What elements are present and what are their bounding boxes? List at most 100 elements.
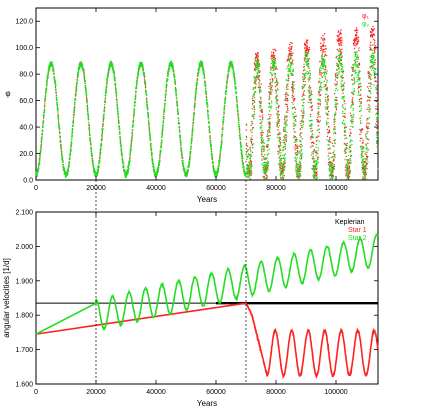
data-point: [277, 119, 280, 121]
data-point: [129, 152, 132, 154]
data-point: [328, 161, 330, 164]
data-point: [275, 95, 278, 98]
data-point: [297, 169, 299, 172]
data-point: [261, 132, 263, 134]
data-point: [353, 83, 356, 85]
data-point: [103, 113, 105, 116]
data-point: [54, 81, 57, 83]
data-point: [349, 135, 351, 138]
data-point: [335, 74, 337, 77]
data-point: [326, 96, 329, 98]
data-point: [132, 123, 135, 126]
data-point: [83, 77, 86, 80]
data-point: [311, 152, 313, 154]
data-point: [72, 116, 75, 119]
data-point: [253, 101, 256, 103]
data-point: [319, 85, 322, 88]
data-point: [206, 103, 209, 106]
data-point: [269, 69, 272, 71]
data-point: [352, 116, 354, 119]
data-point: [254, 86, 257, 88]
data-point: [373, 42, 376, 44]
data-point: [274, 72, 276, 75]
data-point: [245, 161, 247, 163]
data-point: [42, 122, 44, 125]
data-point: [306, 52, 309, 55]
data-point: [149, 134, 151, 137]
data-point: [368, 122, 370, 125]
data-point: [329, 131, 331, 134]
data-point: [275, 67, 277, 69]
data-point: [161, 128, 164, 131]
data-point: [198, 69, 200, 72]
data-point: [146, 103, 149, 106]
data-point: [358, 105, 361, 108]
data-point: [248, 170, 251, 173]
data-point: [249, 146, 251, 149]
data-point: [104, 99, 106, 101]
data-point: [46, 76, 49, 79]
data-point: [311, 127, 313, 129]
data-point: [247, 153, 250, 155]
data-point: [269, 105, 271, 107]
data-point: [352, 97, 354, 99]
data-point: [68, 158, 71, 161]
data-point: [240, 149, 243, 152]
data-point: [277, 153, 279, 155]
data-point: [253, 78, 256, 80]
data-point: [373, 28, 375, 30]
data-point: [339, 52, 341, 55]
data-point: [218, 159, 221, 162]
data-point: [275, 92, 277, 94]
data-point: [355, 61, 357, 63]
data-point: [320, 42, 322, 45]
data-point: [149, 144, 152, 147]
data-point: [359, 82, 361, 85]
data-point: [248, 175, 251, 177]
data-point: [128, 163, 131, 166]
data-point: [249, 178, 251, 180]
data-point: [144, 85, 147, 87]
data-point: [294, 152, 297, 154]
data-point: [223, 107, 226, 110]
data-point: [299, 157, 301, 159]
data-point: [120, 144, 122, 147]
data-point: [135, 87, 138, 89]
data-point: [87, 118, 90, 121]
data-point: [239, 131, 241, 133]
data-point: [302, 92, 305, 94]
data-point: [88, 128, 91, 131]
data-point: [104, 94, 107, 97]
data-point: [340, 37, 342, 39]
data-point: [250, 167, 252, 170]
data-point: [233, 76, 236, 79]
data-point: [375, 100, 377, 103]
data-point: [319, 104, 322, 106]
data-point: [258, 100, 261, 103]
data-point: [308, 58, 310, 60]
data-point: [367, 86, 369, 88]
data-point: [294, 144, 297, 146]
data-point: [188, 162, 191, 164]
data-point: [273, 54, 276, 57]
data-point: [191, 133, 194, 136]
data-point: [44, 98, 47, 101]
data-point: [277, 107, 280, 109]
data-point: [203, 77, 206, 80]
data-point: [305, 56, 307, 58]
data-point: [319, 73, 321, 76]
data-point: [375, 105, 377, 108]
data-point: [366, 155, 368, 157]
data-point: [319, 60, 321, 63]
data-point: [162, 124, 164, 127]
data-point: [360, 105, 362, 107]
data-point: [263, 158, 265, 161]
data-point: [259, 80, 261, 82]
data-point: [83, 76, 86, 79]
data-point: [127, 167, 130, 170]
data-point: [138, 69, 140, 72]
data-point: [170, 62, 172, 65]
data-point: [205, 99, 208, 102]
data-point: [70, 136, 73, 139]
data-point: [71, 134, 74, 137]
